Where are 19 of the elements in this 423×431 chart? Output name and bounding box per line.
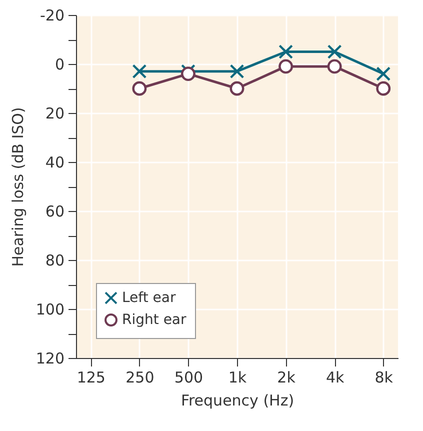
y-axis-title: Hearing loss (dB ISO) bbox=[8, 107, 27, 267]
y-tick-label: 20 bbox=[45, 104, 64, 122]
legend-label: Left ear bbox=[122, 290, 176, 306]
x-tick-label: 500 bbox=[174, 368, 204, 386]
y-tick-label: 120 bbox=[36, 350, 64, 368]
y-tick-label: 0 bbox=[54, 56, 64, 74]
x-axis-title: Frequency (Hz) bbox=[180, 392, 294, 410]
x-tick-label: 4k bbox=[326, 368, 344, 386]
y-tick-label: 60 bbox=[45, 202, 64, 220]
y-tick-label: 80 bbox=[45, 252, 64, 270]
x-tick-label: 250 bbox=[126, 368, 154, 386]
legend-label: Right ear bbox=[122, 312, 187, 328]
x-tick-label: 8k bbox=[374, 368, 394, 386]
x-tick-label: 125 bbox=[76, 368, 106, 386]
x-tick-label: 1k bbox=[228, 368, 247, 386]
y-tick-label: 100 bbox=[36, 300, 64, 318]
y-tick-label: 40 bbox=[45, 154, 64, 172]
x-tick-label: 2k bbox=[277, 368, 296, 386]
y-tick-label: -20 bbox=[40, 6, 64, 24]
